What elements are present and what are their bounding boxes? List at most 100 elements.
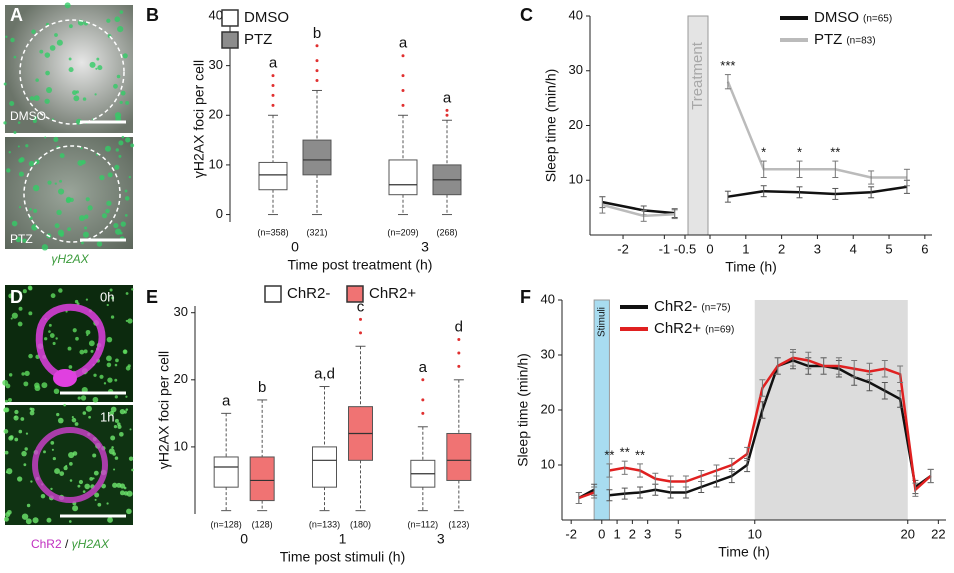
fluorescence-spot <box>83 349 88 354</box>
box <box>249 456 275 502</box>
fluorescence-spot <box>84 226 88 230</box>
y-tick-label: 30 <box>209 57 223 72</box>
fluorescence-spot <box>44 98 50 104</box>
fluorescence-spot <box>96 57 100 61</box>
fluorescence-spot <box>11 220 18 227</box>
y-tick-label: 30 <box>569 62 583 77</box>
fluorescence-spot <box>49 45 56 51</box>
fluorescence-spot <box>17 321 23 327</box>
fluorescence-spot <box>82 411 87 415</box>
legend-n: (n=75) <box>701 303 730 314</box>
outlier <box>401 103 405 107</box>
fluorescence-spot <box>117 424 122 429</box>
fluorescence-spot <box>17 145 20 148</box>
fluorescence-spot <box>54 468 61 475</box>
fluorescence-spot <box>123 491 129 496</box>
fluorescence-spot <box>13 55 17 59</box>
micrograph-group <box>2 285 134 525</box>
fluorescence-spot <box>27 285 33 291</box>
fluorescence-spot <box>49 333 55 338</box>
micrograph-overlay: DMSO PTZ γH2AX 0h 1h ChR2 / γH2AX <box>10 19 126 551</box>
fluorescence-spot <box>54 223 60 229</box>
fluorescence-spot <box>20 417 25 421</box>
outlier <box>401 74 405 78</box>
y-tick-label: 40 <box>569 7 583 22</box>
legend-swatch <box>221 9 239 27</box>
fluorescence-spot <box>4 450 9 455</box>
x-tick-label: 0 <box>240 531 248 547</box>
legend-label: ChR2+ <box>369 285 416 302</box>
fluorescence-spot <box>52 341 56 346</box>
fluorescence-spot <box>107 377 113 383</box>
fluorescence-spot <box>18 206 21 209</box>
chr2-blob <box>53 369 77 387</box>
fluorescence-spot <box>111 296 115 300</box>
fluorescence-spot <box>43 450 46 454</box>
y-tick-label: 20 <box>209 107 223 122</box>
significance-letter: b <box>258 379 266 396</box>
fluorescence-spot <box>103 382 107 385</box>
outlier <box>271 103 275 107</box>
fluorescence-spot <box>112 482 118 488</box>
y-tick-label: 40 <box>541 291 555 306</box>
fluorescence-spot <box>81 241 84 245</box>
significance-letter: a <box>399 35 408 52</box>
fluorescence-spot <box>18 429 23 434</box>
fluorescence-spot <box>55 337 58 340</box>
panel-label: B <box>146 5 159 25</box>
legend-n: (n=65) <box>863 14 892 25</box>
fluorescence-spot <box>58 288 63 293</box>
fluorescence-spot <box>63 403 66 407</box>
fluorescence-spot <box>96 241 103 247</box>
fluorescence-spot <box>130 143 135 148</box>
n-label: (n=209) <box>387 227 418 237</box>
fluorescence-spot <box>68 365 73 369</box>
fluorescence-spot <box>44 337 48 341</box>
fluorescence-spot <box>72 505 79 512</box>
fluorescence-spot <box>120 90 126 96</box>
fluorescence-spot <box>114 112 122 119</box>
band-label: Stimuli <box>596 307 607 337</box>
outlier <box>315 79 319 83</box>
series-line <box>602 81 907 218</box>
y-tick-label: 30 <box>174 304 188 319</box>
legend-label: PTZ <box>814 31 842 48</box>
fluorescence-spot <box>71 416 74 419</box>
fluorescence-spot <box>72 328 77 333</box>
fluorescence-spot <box>56 412 60 417</box>
fluorescence-spot <box>15 236 22 243</box>
legend-label: DMSO <box>814 9 859 26</box>
fluorescence-spot <box>129 428 132 431</box>
fluorescence-spot <box>24 370 30 377</box>
panel-label: E <box>146 287 158 307</box>
x-tick-label: -0.5 <box>674 241 696 256</box>
fluorescence-spot <box>81 159 86 165</box>
fluorescence-spot <box>126 508 132 515</box>
x-tick-label: 5 <box>885 241 892 256</box>
fluorescence-spot <box>21 450 27 457</box>
significance-letter: a <box>443 89 452 106</box>
outlier <box>401 88 405 92</box>
fluorescence-spot <box>8 373 13 377</box>
n-label: (n=358) <box>257 227 288 237</box>
fluorescence-spot <box>33 208 38 213</box>
fluorescence-spot <box>124 213 128 217</box>
fluorescence-spot <box>106 502 109 505</box>
legend-swatch <box>346 285 364 303</box>
fluorescence-spot <box>56 39 63 46</box>
fluorescence-spot <box>111 446 114 449</box>
y-axis-label: Sleep time (min/h) <box>515 353 531 467</box>
significance-stars: * <box>797 145 802 160</box>
fluorescence-spot <box>82 97 87 101</box>
fluorescence-spot <box>97 502 102 507</box>
significance-letter: c <box>357 298 365 315</box>
fluorescence-spot <box>5 35 8 38</box>
fluorescence-spot <box>52 456 56 461</box>
y-tick-label: 20 <box>174 371 188 386</box>
fluorescence-spot <box>85 329 91 335</box>
fluorescence-spot <box>99 174 105 181</box>
fluorescence-spot <box>56 209 62 216</box>
fluorescence-spot <box>5 399 8 403</box>
y-tick-label: 40 <box>209 7 223 22</box>
fluorescence-spot <box>113 222 119 229</box>
